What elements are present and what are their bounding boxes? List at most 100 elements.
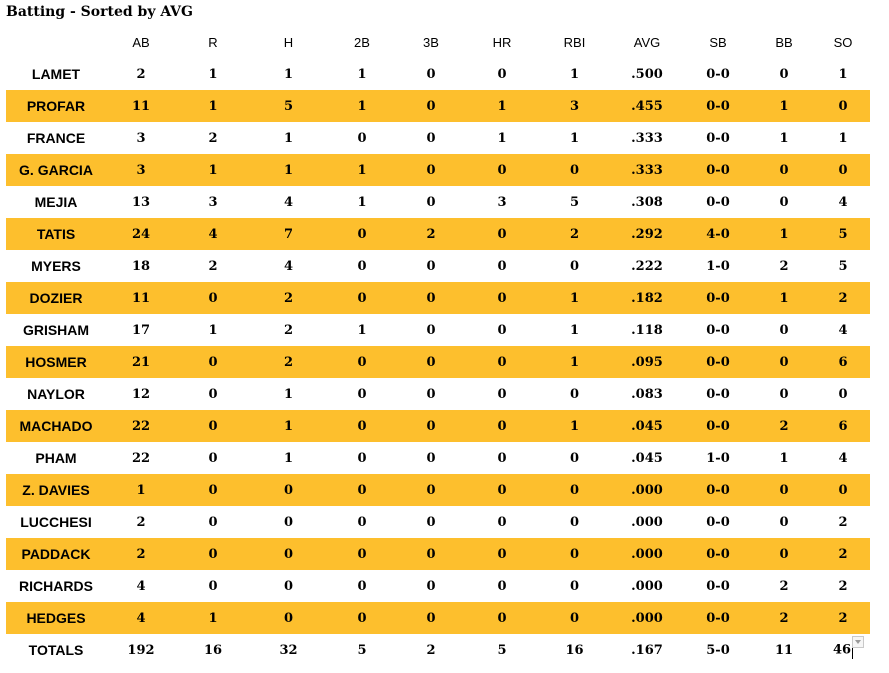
stat-cell-sb[interactable]: 0-0 (684, 410, 752, 442)
stat-cell-3b[interactable]: 0 (426, 322, 436, 338)
stat-cell-ab[interactable]: 2 (106, 538, 176, 570)
stat-cell-r[interactable]: 2 (208, 258, 218, 274)
stat-cell-r[interactable]: 3 (208, 194, 218, 210)
stat-cell-ab[interactable]: 12 (131, 386, 151, 402)
stat-cell-ab[interactable]: 1 (106, 474, 176, 506)
stat-cell-3b[interactable]: 0 (397, 538, 465, 570)
totals-cell-avg[interactable]: .167 (631, 642, 663, 658)
stat-cell-r[interactable]: 0 (176, 474, 250, 506)
stat-cell-r[interactable]: 0 (208, 386, 218, 402)
stat-cell-ab[interactable]: 17 (131, 322, 151, 338)
stat-cell-sb[interactable]: 1-0 (706, 450, 730, 466)
player-name-cell[interactable]: PADDACK (6, 538, 106, 570)
stat-cell-h[interactable]: 7 (250, 218, 327, 250)
stat-cell-r[interactable]: 4 (176, 218, 250, 250)
stat-cell-h[interactable]: 2 (250, 282, 327, 314)
totals-cell-2b[interactable]: 5 (357, 642, 367, 658)
stat-cell-so[interactable]: 2 (838, 578, 848, 594)
column-header-3b[interactable]: 3B (423, 34, 439, 50)
stat-cell-3b[interactable]: 0 (426, 66, 436, 82)
stat-cell-hr[interactable]: 0 (497, 322, 507, 338)
stat-cell-rbi[interactable]: 1 (569, 130, 580, 146)
stat-cell-3b[interactable]: 0 (426, 194, 436, 210)
stat-cell-rbi[interactable]: 0 (539, 538, 610, 570)
autofill-dropdown-icon[interactable] (852, 636, 864, 648)
stat-cell-hr[interactable]: 0 (465, 346, 539, 378)
stat-cell-so[interactable]: 1 (838, 66, 848, 82)
stat-cell-3b[interactable]: 2 (397, 218, 465, 250)
stat-cell-so[interactable]: 6 (816, 346, 870, 378)
stat-cell-bb[interactable]: 0 (779, 322, 789, 338)
stat-cell-avg[interactable]: .308 (631, 194, 663, 210)
stat-cell-r[interactable]: 0 (208, 578, 218, 594)
stat-cell-3b[interactable]: 0 (426, 514, 436, 530)
stat-cell-bb[interactable]: 2 (752, 410, 816, 442)
player-name-cell[interactable]: TATIS (6, 218, 106, 250)
stat-cell-avg[interactable]: .333 (610, 154, 684, 186)
stat-cell-rbi[interactable]: 1 (539, 346, 610, 378)
totals-label[interactable]: TOTALS (28, 642, 84, 658)
stat-cell-r[interactable]: 0 (176, 346, 250, 378)
totals-cell-3b[interactable]: 2 (426, 642, 436, 658)
stat-cell-ab[interactable]: 24 (106, 218, 176, 250)
stat-cell-2b[interactable]: 0 (327, 602, 397, 634)
stat-cell-h[interactable]: 1 (283, 450, 294, 466)
totals-cell-bb[interactable]: 11 (774, 642, 794, 658)
stat-cell-h[interactable]: 1 (250, 410, 327, 442)
stat-cell-avg[interactable]: .333 (631, 130, 663, 146)
column-header-h[interactable]: H (283, 34, 294, 50)
stat-cell-hr[interactable]: 3 (497, 194, 507, 210)
stat-cell-h[interactable]: 1 (250, 154, 327, 186)
stat-cell-rbi[interactable]: 0 (569, 386, 580, 402)
stat-cell-rbi[interactable]: 0 (539, 474, 610, 506)
stat-cell-avg[interactable]: .000 (631, 514, 663, 530)
stat-cell-ab[interactable]: 2 (136, 514, 146, 530)
stat-cell-bb[interactable]: 2 (752, 602, 816, 634)
stat-cell-avg[interactable]: .083 (631, 386, 663, 402)
stat-cell-sb[interactable]: 0-0 (706, 578, 730, 594)
stat-cell-so[interactable]: 4 (838, 194, 848, 210)
stat-cell-bb[interactable]: 1 (752, 218, 816, 250)
stat-cell-2b[interactable]: 0 (357, 450, 367, 466)
stat-cell-so[interactable]: 0 (838, 386, 848, 402)
stat-cell-2b[interactable]: 1 (327, 90, 397, 122)
stat-cell-rbi[interactable]: 2 (539, 218, 610, 250)
stat-cell-sb[interactable]: 1-0 (706, 258, 730, 274)
stat-cell-rbi[interactable]: 0 (539, 602, 610, 634)
stat-cell-r[interactable]: 0 (176, 538, 250, 570)
player-name-cell[interactable]: MEJIA (34, 194, 78, 210)
stat-cell-h[interactable]: 0 (283, 578, 294, 594)
player-name-cell[interactable]: G. GARCIA (6, 154, 106, 186)
stat-cell-r[interactable]: 1 (176, 154, 250, 186)
stat-cell-3b[interactable]: 0 (426, 450, 436, 466)
stat-cell-3b[interactable]: 0 (426, 258, 436, 274)
stat-cell-hr[interactable]: 0 (465, 602, 539, 634)
column-header-2b[interactable]: 2B (354, 34, 370, 50)
column-header-avg[interactable]: AVG (633, 34, 661, 50)
stat-cell-sb[interactable]: 0-0 (684, 154, 752, 186)
player-name-cell[interactable]: HEDGES (6, 602, 106, 634)
stat-cell-bb[interactable]: 0 (779, 194, 789, 210)
totals-cell-rbi[interactable]: 16 (565, 642, 584, 658)
stat-cell-hr[interactable]: 0 (465, 282, 539, 314)
stat-cell-so[interactable]: 2 (816, 282, 870, 314)
stat-cell-avg[interactable]: .222 (631, 258, 663, 274)
stat-cell-so[interactable]: 0 (816, 90, 870, 122)
stat-cell-rbi[interactable]: 1 (569, 66, 580, 82)
stat-cell-avg[interactable]: .118 (631, 322, 663, 338)
stat-cell-rbi[interactable]: 1 (539, 282, 610, 314)
stat-cell-avg[interactable]: .000 (610, 474, 684, 506)
stat-cell-ab[interactable]: 3 (106, 154, 176, 186)
stat-cell-2b[interactable]: 0 (327, 282, 397, 314)
stat-cell-avg[interactable]: .000 (610, 602, 684, 634)
stat-cell-so[interactable]: 2 (838, 514, 848, 530)
player-name-cell[interactable]: LAMET (31, 66, 81, 82)
stat-cell-rbi[interactable]: 0 (539, 154, 610, 186)
stat-cell-so[interactable]: 0 (816, 154, 870, 186)
stat-cell-rbi[interactable]: 5 (569, 194, 580, 210)
stat-cell-bb[interactable]: 2 (779, 578, 789, 594)
stat-cell-3b[interactable]: 0 (397, 474, 465, 506)
stat-cell-ab[interactable]: 4 (136, 578, 146, 594)
column-header-r[interactable]: R (208, 34, 218, 50)
stat-cell-bb[interactable]: 1 (752, 90, 816, 122)
